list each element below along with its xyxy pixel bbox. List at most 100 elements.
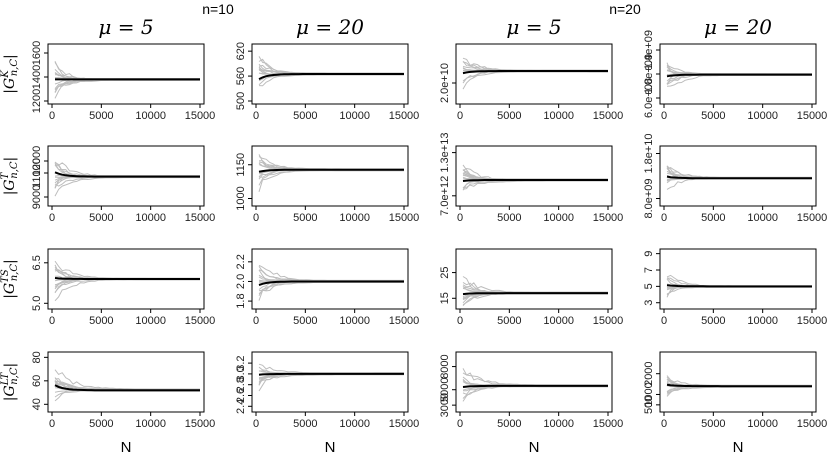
replicate-line <box>258 280 404 297</box>
panel-frame <box>455 43 613 105</box>
replicate-line <box>462 368 608 386</box>
y-tick-label: 560 <box>235 67 247 85</box>
y-tick-label: 9 <box>643 251 655 257</box>
x-tick-label: 5000 <box>293 110 317 122</box>
mean-line <box>258 168 404 173</box>
x-tick-label: 5000 <box>497 418 521 430</box>
y-tick-label: 25 <box>439 266 451 278</box>
row-label-2: |GTSn,C| <box>0 259 20 298</box>
replicate-line <box>258 74 404 87</box>
y-tick-label: 15 <box>439 292 451 304</box>
x-tick-label: 15000 <box>797 315 828 327</box>
replicate-line <box>54 278 200 294</box>
x-tick-label: 10000 <box>747 418 778 430</box>
replicate-line <box>258 363 404 374</box>
replicate-line <box>258 269 404 281</box>
panel-2-1: 0 5000 10000 15000 1.8 2.0 2.2 <box>235 248 419 327</box>
panel-frame <box>659 351 817 413</box>
x-tick-label: 0 <box>457 110 463 122</box>
mean-line <box>666 284 812 288</box>
y-tick-label: 80 <box>31 351 43 363</box>
panel-frame <box>251 248 409 310</box>
x-axis-label: N <box>529 439 540 456</box>
replicate-line <box>462 385 608 402</box>
y-tick-label: 1000 <box>643 382 655 406</box>
panel-frame <box>251 351 409 413</box>
x-tick-label: 5000 <box>293 418 317 430</box>
x-tick-label: 15000 <box>185 110 216 122</box>
replicate-line <box>54 266 200 280</box>
x-tick-label: 15000 <box>593 110 624 122</box>
row-label-3: |GLTn,C| <box>0 363 20 401</box>
x-axis-label: N <box>325 439 336 456</box>
y-tick-label: 620 <box>235 42 247 60</box>
x-tick-label: 15000 <box>797 212 828 224</box>
y-tick-label: 3000 <box>439 393 451 417</box>
replicate-line <box>54 79 200 93</box>
panel-0-2: 0 5000 10000 15000 2.0e+10 <box>439 43 624 122</box>
x-tick-label: 0 <box>253 212 259 224</box>
mean-line <box>54 277 200 280</box>
replicate-line <box>666 165 812 179</box>
x-tick-label: 15000 <box>389 418 420 430</box>
replicate-line <box>666 177 812 190</box>
replicate-line <box>258 156 404 170</box>
replicate-line <box>462 180 608 190</box>
x-tick-label: 15000 <box>185 212 216 224</box>
panel-1-3: 0 5000 10000 15000 8.0e+09 1.8e+10 <box>643 133 827 224</box>
x-tick-label: 15000 <box>185 418 216 430</box>
y-tick-label: 3 <box>643 300 655 306</box>
x-tick-label: 0 <box>49 418 55 430</box>
x-tick-label: 10000 <box>543 212 574 224</box>
x-tick-label: 10000 <box>135 212 166 224</box>
mean-line <box>258 73 404 81</box>
replicate-line <box>462 179 608 191</box>
y-tick-label: 2.0e+10 <box>439 63 451 103</box>
panel-frame <box>455 248 613 310</box>
x-tick-label: 10000 <box>543 418 574 430</box>
replicate-line <box>54 278 200 302</box>
mean-line <box>666 383 812 388</box>
x-axis-label: N <box>121 439 132 456</box>
panel-2-3: 0 5000 10000 15000 3 5 7 9 <box>643 248 828 327</box>
replicate-line <box>258 281 404 295</box>
x-tick-label: 10000 <box>747 212 778 224</box>
x-tick-label: 5000 <box>89 212 113 224</box>
y-tick-label: 2.6 <box>235 388 247 403</box>
x-tick-label: 10000 <box>135 315 166 327</box>
mean-line <box>462 384 608 388</box>
replicate-line <box>462 71 608 90</box>
x-tick-label: 0 <box>49 315 55 327</box>
x-tick-label: 5000 <box>497 315 521 327</box>
replicate-line <box>666 375 812 387</box>
column-header-3: μ = 20 <box>704 15 772 39</box>
x-tick-label: 0 <box>457 418 463 430</box>
row-label-0: |GKn,C| <box>0 54 20 93</box>
panel-frame <box>47 351 205 413</box>
x-tick-label: 0 <box>49 212 55 224</box>
x-tick-label: 5000 <box>701 418 725 430</box>
y-tick-label: 3.0 <box>235 366 247 381</box>
x-tick-label: 5000 <box>497 212 521 224</box>
panel-3-1: 0 5000 10000 15000 2.42.62.83.03.2 N <box>235 351 420 456</box>
y-tick-label: 2.2 <box>235 254 247 269</box>
mean-line <box>462 70 608 75</box>
panel-frame <box>251 43 409 105</box>
x-tick-label: 10000 <box>339 110 370 122</box>
y-tick-label: 1.3e+13 <box>439 133 451 173</box>
x-tick-label: 10000 <box>747 315 778 327</box>
x-tick-label: 0 <box>253 110 259 122</box>
y-tick-label: 1150 <box>235 153 247 177</box>
column-header-1: μ = 20 <box>296 15 364 39</box>
replicate-line <box>462 70 608 84</box>
x-tick-label: 0 <box>661 110 667 122</box>
panel-1-1: 0 5000 10000 15000 1000 1150 <box>235 145 419 224</box>
replicate-line <box>258 281 404 301</box>
row-label-1: |GTn,C| <box>0 157 20 196</box>
panel-0-1: 0 5000 10000 15000 500 560 620 <box>235 42 419 122</box>
replicate-line <box>54 176 200 197</box>
y-tick-label: 40 <box>31 398 43 410</box>
